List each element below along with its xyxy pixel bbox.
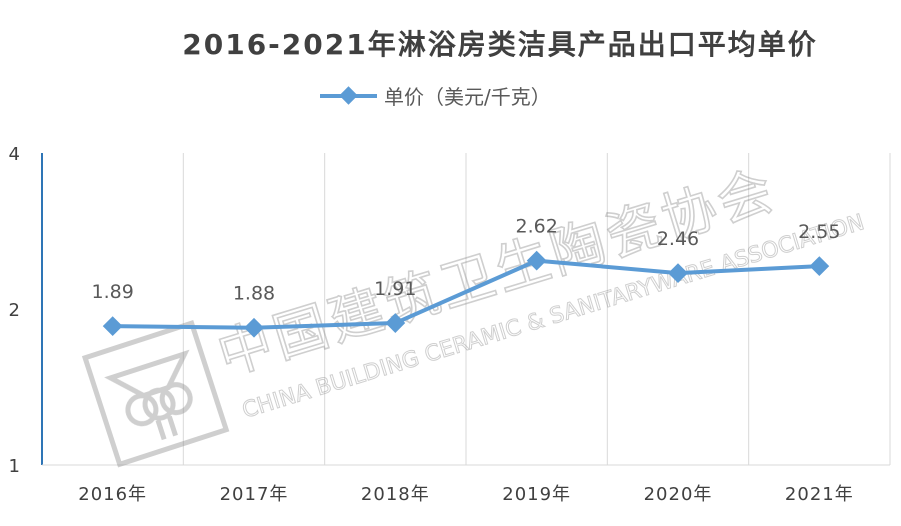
y-tick-label: 1 xyxy=(9,456,20,477)
data-point-marker xyxy=(526,250,547,271)
x-tick-label: 2021年 xyxy=(785,484,854,505)
chart-legend: 单价（美元/千克） xyxy=(320,85,551,109)
data-label: 1.88 xyxy=(233,283,275,305)
legend-label: 单价（美元/千克） xyxy=(384,85,551,109)
data-label: 1.91 xyxy=(374,278,416,300)
series-layer xyxy=(102,250,830,338)
x-tick-label: 2019年 xyxy=(502,484,571,505)
data-point-marker xyxy=(385,313,406,333)
x-tick-label: 2017年 xyxy=(220,484,289,505)
axes-layer: 1 2 4 2016年 2017年 2018年 2019年 2020年 2021年 xyxy=(9,144,890,505)
x-tick-label: 2016年 xyxy=(78,484,147,505)
data-label: 2.62 xyxy=(516,216,558,238)
data-point-marker xyxy=(809,256,830,276)
data-point-marker xyxy=(668,263,688,284)
x-tick-label: 2020年 xyxy=(644,484,713,505)
series-line xyxy=(112,258,820,330)
watermark-seal-icon xyxy=(81,320,230,468)
y-tick-label: 2 xyxy=(9,300,20,321)
y-tick-label: 4 xyxy=(9,144,20,165)
data-label: 2.55 xyxy=(798,221,840,243)
data-point-marker xyxy=(102,316,123,337)
data-point-marker xyxy=(244,317,264,338)
chart-title: 2016-2021年淋浴房类洁具产品出口平均单价 xyxy=(182,28,817,61)
grid-layer xyxy=(182,153,891,465)
data-label: 2.46 xyxy=(657,228,699,250)
data-label: 1.89 xyxy=(92,281,134,303)
x-tick-label: 2018年 xyxy=(361,484,430,505)
watermark: 中国建筑卫生陶瓷协会 CHINA BUILDING CERAMIC & SANI… xyxy=(81,157,868,468)
labels-layer: 1.89 1.88 1.91 2.62 2.46 2.55 xyxy=(92,216,841,305)
legend-marker xyxy=(339,86,358,105)
